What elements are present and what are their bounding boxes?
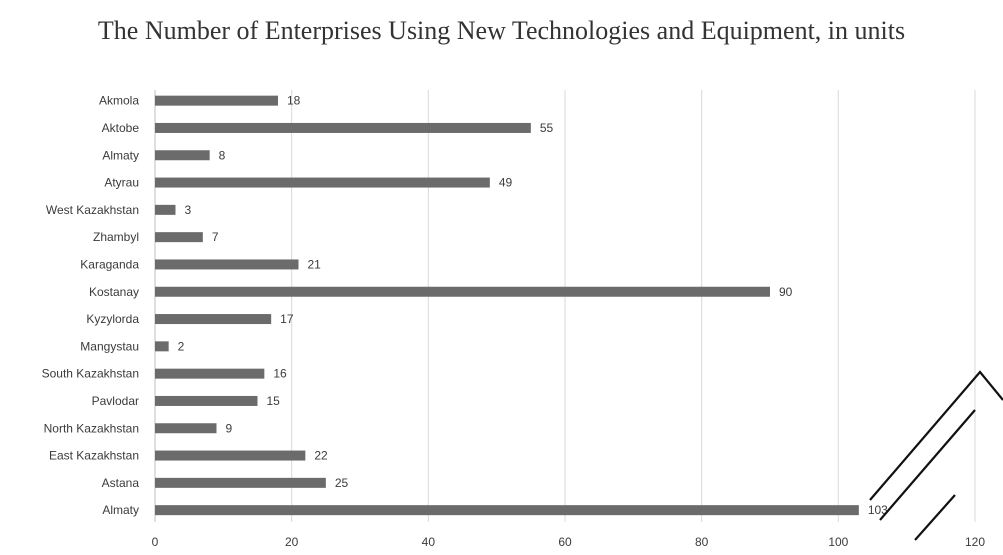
x-tick-label: 20 (285, 535, 299, 549)
category-label: Kyzylorda (86, 312, 139, 326)
bar (155, 150, 210, 161)
x-tick-label: 60 (558, 535, 572, 549)
value-label: 90 (779, 285, 793, 299)
category-label: Astana (102, 476, 140, 490)
value-label: 55 (540, 121, 554, 135)
value-label: 22 (314, 449, 328, 463)
value-label: 17 (280, 312, 294, 326)
bar (155, 505, 859, 516)
bar (155, 259, 299, 270)
chart-title: The Number of Enterprises Using New Tech… (97, 16, 906, 45)
category-label: Kostanay (89, 285, 139, 299)
bar (155, 368, 265, 379)
value-label: 25 (335, 476, 349, 490)
category-label: Akmola (99, 94, 139, 108)
bar (155, 122, 531, 133)
value-label: 16 (273, 367, 287, 381)
value-label: 15 (267, 394, 281, 408)
bar (155, 232, 203, 243)
value-label: 9 (226, 421, 233, 435)
bar (155, 450, 306, 461)
value-label: 103 (868, 503, 888, 517)
bar (155, 95, 278, 106)
bar (155, 286, 770, 297)
x-tick-label: 40 (422, 535, 436, 549)
x-axis-ticks: 0 20 40 60 80 100 120 (152, 535, 986, 549)
bar (155, 204, 176, 215)
category-label: North Kazakhstan (44, 421, 139, 435)
gridlines (154, 90, 976, 522)
bar (155, 477, 326, 488)
bar (155, 314, 272, 325)
bar (155, 395, 258, 406)
value-labels: 18 55 8 49 3 7 21 90 17 2 16 15 9 22 25 103 (178, 94, 889, 518)
value-label: 49 (499, 176, 513, 190)
category-label: Pavlodar (92, 394, 139, 408)
value-label: 21 (308, 257, 322, 271)
x-tick-label: 80 (695, 535, 709, 549)
category-labels: Akmola Aktobe Almaty Atyrau West Kazakhstan Z… (42, 94, 140, 518)
bar (155, 177, 490, 188)
bar (155, 341, 169, 352)
value-label: 7 (212, 230, 219, 244)
category-label: Karaganda (80, 257, 139, 271)
x-tick-label: 120 (965, 535, 985, 549)
category-label: Almaty (102, 148, 139, 162)
x-tick-label: 0 (152, 535, 159, 549)
value-label: 18 (287, 94, 301, 108)
category-label: Mangystau (80, 339, 139, 353)
category-label: Aktobe (102, 121, 140, 135)
bar (155, 423, 217, 434)
category-label: Zhambyl (93, 230, 139, 244)
category-label: South Kazakhstan (42, 367, 139, 381)
category-label: Atyrau (104, 176, 139, 190)
value-label: 2 (178, 339, 185, 353)
x-tick-label: 100 (828, 535, 848, 549)
value-label: 8 (219, 148, 226, 162)
watermark-shape (869, 370, 1003, 541)
category-label: East Kazakhstan (49, 449, 139, 463)
value-label: 3 (185, 203, 192, 217)
bars (155, 95, 859, 516)
category-label: Almaty (102, 503, 139, 517)
category-label: West Kazakhstan (46, 203, 139, 217)
